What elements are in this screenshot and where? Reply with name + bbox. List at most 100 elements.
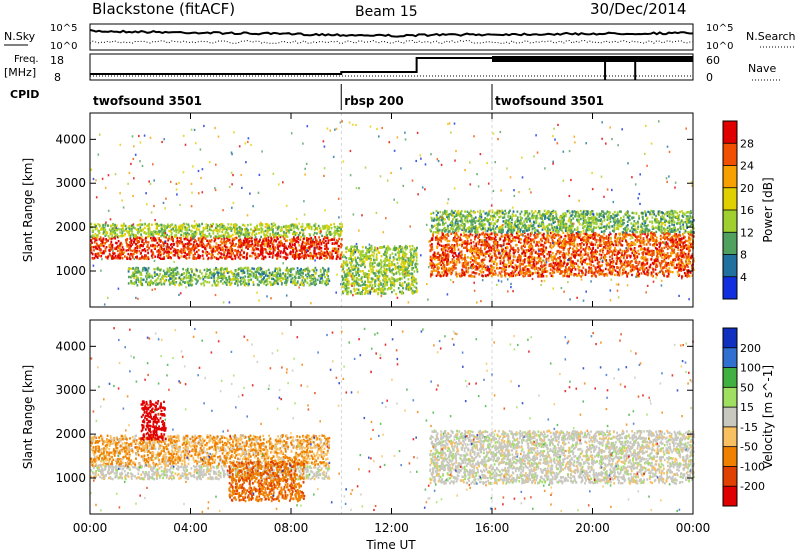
heatmap-cell	[158, 233, 160, 236]
heatmap-cell	[97, 229, 99, 232]
heatmap-cell	[478, 238, 481, 242]
heatmap-cell	[224, 281, 227, 285]
heatmap-cell	[111, 227, 114, 230]
heatmap-cell	[258, 228, 260, 231]
heatmap-cell	[284, 239, 287, 243]
heatmap-cell	[188, 271, 191, 275]
heatmap-cell	[414, 290, 417, 293]
heatmap-cell	[494, 273, 497, 276]
heatmap-cell	[342, 282, 344, 286]
heatmap-cell	[350, 290, 352, 293]
heatmap-cell	[240, 249, 243, 252]
heatmap-cell	[256, 270, 259, 274]
heatmap-cell	[329, 233, 332, 236]
heatmap-cell	[410, 254, 413, 257]
heatmap-cell	[659, 244, 661, 247]
heatmap-cell	[357, 284, 360, 287]
heatmap-cell	[104, 249, 107, 253]
heatmap-cell	[290, 241, 293, 244]
heatmap-cell	[319, 273, 322, 277]
heatmap-cell	[272, 230, 274, 234]
heatmap-cell	[143, 242, 145, 245]
heatmap-cell	[263, 244, 266, 247]
heatmap-cell	[247, 247, 249, 250]
heatmap-cell	[377, 291, 380, 295]
heatmap-cell	[314, 237, 317, 241]
heatmap-cell	[173, 235, 176, 238]
heatmap-cell	[183, 281, 186, 284]
heatmap-cell	[272, 247, 275, 251]
heatmap-cell	[112, 251, 114, 254]
heatmap-cell	[234, 232, 237, 236]
heatmap-cell	[445, 257, 447, 260]
heatmap-cell	[134, 246, 137, 250]
heatmap-cell	[361, 249, 364, 253]
heatmap-cell	[610, 260, 613, 264]
heatmap-cell	[215, 226, 217, 230]
heatmap-cell	[291, 239, 294, 243]
heatmap-cell	[374, 258, 377, 262]
heatmap-cell	[167, 255, 170, 258]
heatmap-cell	[94, 255, 97, 258]
heatmap-cell	[496, 256, 499, 259]
heatmap-cell	[327, 275, 329, 278]
heatmap-cell	[300, 244, 303, 248]
heatmap-cell	[347, 267, 350, 270]
heatmap-cell	[381, 290, 383, 293]
heatmap-cell	[558, 239, 561, 242]
heatmap-cell	[134, 238, 137, 241]
heatmap-cell	[156, 222, 158, 226]
heatmap-cell	[224, 246, 227, 249]
heatmap-cell	[239, 245, 241, 248]
heatmap-cell	[140, 235, 143, 239]
heatmap-cell	[408, 262, 411, 265]
heatmap-cell	[388, 278, 390, 281]
heatmap-cell	[581, 237, 584, 240]
heatmap-cell	[184, 251, 187, 255]
heatmap-cell	[136, 245, 138, 248]
heatmap-cell	[217, 274, 219, 277]
heatmap-cell	[360, 250, 362, 253]
heatmap-cell	[372, 277, 375, 281]
heatmap-cell	[304, 226, 307, 230]
heatmap-cell	[245, 246, 247, 249]
heatmap-cell	[155, 281, 158, 285]
heatmap-cell	[159, 269, 162, 272]
heatmap-cell	[202, 228, 205, 231]
heatmap-cell	[163, 272, 166, 275]
heatmap-cell	[591, 234, 594, 237]
heatmap-cell	[261, 270, 264, 273]
heatmap-cell	[121, 224, 124, 228]
heatmap-cell	[202, 245, 204, 249]
heatmap-cell	[268, 271, 271, 275]
heatmap-cell	[255, 238, 258, 241]
heatmap-cell	[225, 278, 227, 281]
heatmap-cell	[248, 283, 250, 286]
heatmap-cell	[367, 277, 370, 280]
heatmap-cell	[616, 240, 618, 243]
heatmap-cell	[195, 278, 198, 281]
heatmap-cell	[250, 270, 253, 274]
heatmap-cell	[319, 239, 321, 242]
heatmap-cell	[597, 263, 600, 267]
heatmap-cell	[270, 239, 273, 242]
heatmap-cell	[273, 238, 276, 242]
heatmap-cell	[296, 281, 299, 284]
heatmap-cell	[310, 238, 312, 242]
heatmap-cell	[594, 243, 597, 246]
heatmap-cell	[170, 231, 173, 235]
heatmap-cell	[289, 242, 292, 245]
heatmap-cell	[267, 229, 269, 233]
heatmap-cell	[101, 240, 104, 244]
heatmap-cell	[172, 273, 175, 276]
heatmap-cell	[394, 264, 397, 268]
heatmap-cell	[162, 248, 164, 252]
heatmap-cell	[683, 246, 686, 249]
heatmap-cell	[274, 269, 276, 272]
heatmap-cell	[302, 254, 305, 257]
heatmap-cell	[136, 228, 138, 231]
heatmap-cell	[342, 290, 345, 293]
heatmap-cell	[299, 273, 302, 277]
heatmap-cell	[294, 275, 296, 279]
heatmap-cell	[288, 225, 291, 228]
